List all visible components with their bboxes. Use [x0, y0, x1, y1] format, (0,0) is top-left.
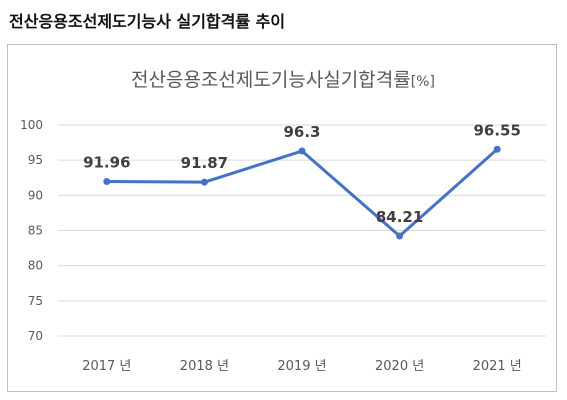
data-point: [103, 178, 111, 186]
x-tick-label: 2018 년: [180, 359, 229, 374]
data-point: [200, 178, 208, 186]
y-tick-label: 85: [28, 224, 43, 238]
series-line: [105, 147, 499, 238]
data-point: [493, 145, 501, 153]
data-label: 91.87: [181, 154, 228, 172]
data-label: 96.55: [473, 121, 520, 139]
data-point: [298, 147, 306, 155]
y-tick-label: 100: [20, 118, 43, 132]
y-tick-label: 95: [28, 153, 43, 167]
y-tick-label: 80: [28, 259, 43, 273]
data-label: 91.96: [83, 154, 130, 172]
chart-title-main: 전산응용조선제도기능사실기합격률: [131, 69, 411, 91]
x-tick-label: 2017 년: [82, 359, 131, 374]
data-point: [396, 232, 404, 240]
x-tick-label: 2019 년: [277, 359, 326, 374]
y-tick-label: 70: [28, 329, 43, 343]
y-tick-label: 90: [28, 188, 43, 202]
page-title: 전산응용조선제도기능사 실기합격률 추이: [9, 12, 286, 31]
data-label: 96.3: [283, 123, 320, 141]
x-tick-label: 2021 년: [473, 359, 522, 374]
chart-title: 전산응용조선제도기능사실기합격률[%]: [131, 69, 435, 91]
y-tick-label: 75: [28, 294, 43, 308]
x-tick-label: 2020 년: [375, 359, 424, 374]
chart-title-unit: [%]: [411, 74, 435, 90]
data-label: 84.21: [376, 208, 423, 226]
chart-frame: [7, 44, 557, 392]
